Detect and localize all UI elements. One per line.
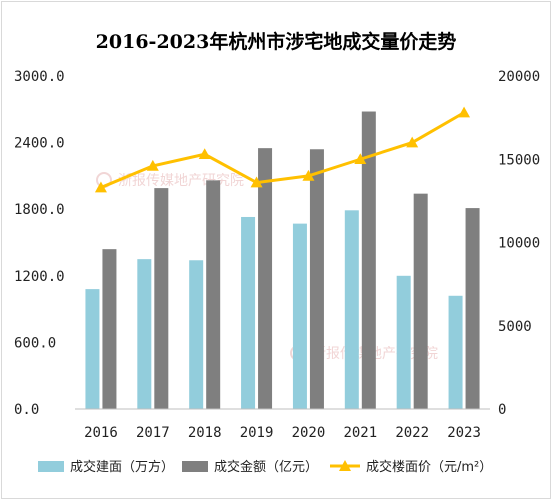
bar-成交金额（亿元）-2020 xyxy=(309,149,324,409)
bar-成交建面（万方）-2020 xyxy=(292,223,307,409)
y-left-tick-label: 2400.0 xyxy=(14,136,65,152)
bar-成交建面（万方）-2018 xyxy=(189,260,204,409)
point-成交楼面价（元/m²）-2016 xyxy=(94,181,107,193)
watermark-text-0: 浙报传媒地产研究院 xyxy=(118,173,244,189)
legend-label-2: 成交楼面价（元/m²） xyxy=(366,459,492,475)
point-成交楼面价（元/m²）-2017 xyxy=(146,159,159,171)
x-tick-label: 2023 xyxy=(447,425,481,441)
bar-成交建面（万方）-2021 xyxy=(344,210,359,409)
point-成交楼面价（元/m²）-2023 xyxy=(458,106,471,118)
legend-label-0: 成交建面（万方） xyxy=(70,459,174,475)
y-left-tick-label: 0.0 xyxy=(14,402,39,418)
x-tick-label: 2020 xyxy=(292,425,326,441)
bar-成交建面（万方）-2017 xyxy=(137,259,152,409)
bar-成交建面（万方）-2022 xyxy=(396,275,411,409)
x-tick-label: 2017 xyxy=(136,425,170,441)
y-left-tick-label: 1800.0 xyxy=(14,202,65,218)
bar-成交金额（亿元）-2016 xyxy=(102,249,117,409)
x-tick-label: 2018 xyxy=(188,425,222,441)
x-tick-label: 2016 xyxy=(84,425,118,441)
y-right-tick-label: 15000 xyxy=(498,152,540,168)
point-成交楼面价（元/m²）-2022 xyxy=(406,136,419,148)
point-成交楼面价（元/m²）-2020 xyxy=(302,169,315,181)
y-right-tick-label: 0 xyxy=(498,402,506,418)
chart-title: 2016-2023年杭州市涉宅地成交量价走势 xyxy=(95,31,457,53)
y-left-tick-label: 1200.0 xyxy=(14,269,65,285)
point-成交楼面价（元/m²）-2021 xyxy=(354,153,367,165)
y-right-tick-label: 20000 xyxy=(498,69,540,85)
x-tick-label: 2022 xyxy=(395,425,429,441)
x-tick-label: 2021 xyxy=(343,425,377,441)
legend-marker-2 xyxy=(339,460,351,471)
line-成交楼面价（元/m²） xyxy=(100,111,465,189)
y-right-tick-label: 10000 xyxy=(498,236,540,252)
y-left-tick-label: 3000.0 xyxy=(14,69,65,85)
bar-成交金额（亿元）-2019 xyxy=(258,148,273,409)
point-成交楼面价（元/m²）-2019 xyxy=(250,176,263,188)
legend-label-1: 成交金额（亿元） xyxy=(214,459,318,475)
legend-swatch-1 xyxy=(182,461,208,472)
point-成交楼面价（元/m²）-2018 xyxy=(198,148,211,160)
bar-成交金额（亿元）-2023 xyxy=(465,208,480,409)
bar-成交建面（万方）-2016 xyxy=(85,289,100,409)
bar-成交金额（亿元）-2018 xyxy=(206,180,221,409)
bar-成交金额（亿元）-2022 xyxy=(413,193,428,409)
x-tick-label: 2019 xyxy=(240,425,274,441)
bar-成交建面（万方）-2023 xyxy=(448,295,463,409)
y-left-tick-label: 600.0 xyxy=(14,335,56,351)
legend-swatch-0 xyxy=(38,461,64,472)
bar-成交金额（亿元）-2017 xyxy=(154,188,169,409)
bar-成交金额（亿元）-2021 xyxy=(361,111,376,410)
bar-成交建面（万方）-2019 xyxy=(241,216,256,409)
y-right-tick-label: 5000 xyxy=(498,319,532,335)
